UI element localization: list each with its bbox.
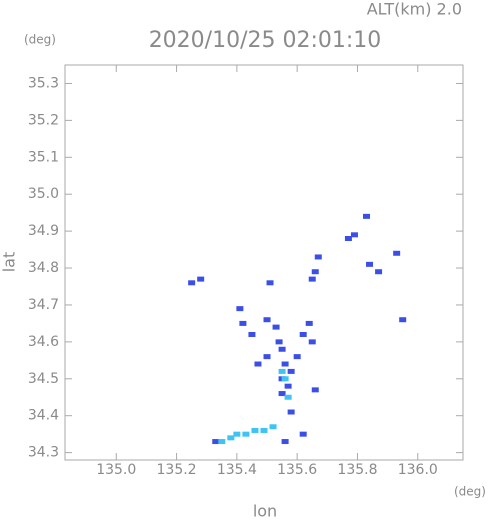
x-unit: (deg) bbox=[454, 485, 486, 499]
y-tick-label: 35.0 bbox=[28, 186, 59, 202]
echo-cell bbox=[251, 427, 259, 433]
echo-cell bbox=[311, 387, 319, 393]
x-tick-label: 135.4 bbox=[217, 462, 257, 478]
echo-cell bbox=[188, 280, 196, 286]
x-axis-label: lon bbox=[253, 502, 277, 521]
echo-cell bbox=[233, 431, 241, 437]
echo-cell bbox=[212, 439, 220, 445]
echo-cell bbox=[344, 236, 352, 242]
y-axis-label: lat bbox=[0, 252, 19, 273]
echo-cell bbox=[269, 424, 277, 430]
y-unit: (deg) bbox=[24, 33, 56, 47]
echo-cell bbox=[227, 435, 235, 441]
y-tick-label: 34.3 bbox=[28, 445, 59, 461]
echo-cell bbox=[305, 320, 313, 326]
echo-cell bbox=[275, 339, 283, 345]
echo-cell bbox=[350, 232, 358, 238]
echo-cell bbox=[393, 250, 401, 256]
y-tick-label: 35.3 bbox=[28, 75, 59, 91]
echo-cell bbox=[299, 331, 307, 337]
echo-cell bbox=[263, 317, 271, 323]
echo-cell bbox=[311, 269, 319, 275]
echo-cell bbox=[299, 431, 307, 437]
echo-cell bbox=[293, 354, 301, 360]
echo-cell bbox=[248, 331, 256, 337]
y-tick-label: 35.2 bbox=[28, 112, 59, 128]
echo-cell bbox=[284, 383, 292, 389]
echo-cell bbox=[284, 394, 292, 400]
echo-cell bbox=[260, 427, 268, 433]
echo-cell bbox=[281, 376, 289, 382]
x-tick-label: 135.6 bbox=[277, 462, 317, 478]
altitude-label: ALT(km) 2.0 bbox=[367, 0, 462, 19]
echo-cell bbox=[287, 368, 295, 374]
echo-cell bbox=[287, 409, 295, 415]
y-tick-label: 34.6 bbox=[28, 334, 59, 350]
echo-cell bbox=[254, 361, 262, 367]
echo-cell bbox=[197, 276, 205, 282]
echo-cell bbox=[272, 324, 280, 330]
echo-cell bbox=[242, 431, 250, 437]
x-tick-label: 136.0 bbox=[398, 462, 438, 478]
y-tick-label: 34.7 bbox=[28, 297, 59, 313]
y-tick-label: 34.5 bbox=[28, 371, 59, 387]
y-tick-label: 34.8 bbox=[28, 260, 59, 276]
echo-cell bbox=[239, 320, 247, 326]
echo-cell bbox=[363, 213, 371, 219]
x-tick-label: 135.0 bbox=[96, 462, 136, 478]
echo-cell bbox=[278, 368, 286, 374]
echo-cell bbox=[314, 254, 322, 260]
x-tick-label: 135.2 bbox=[157, 462, 197, 478]
x-tick-label: 135.8 bbox=[337, 462, 377, 478]
chart-title: 2020/10/25 02:01:10 bbox=[149, 28, 382, 53]
echo-cell bbox=[263, 354, 271, 360]
y-tick-label: 34.4 bbox=[28, 408, 59, 424]
echo-cell bbox=[218, 439, 226, 445]
echo-cell bbox=[278, 346, 286, 352]
echo-cell bbox=[236, 306, 244, 312]
echo-cell bbox=[278, 391, 286, 397]
echo-cell bbox=[281, 439, 289, 445]
y-tick-label: 34.9 bbox=[28, 223, 59, 239]
echo-cell bbox=[281, 361, 289, 367]
plot-frame bbox=[64, 64, 464, 461]
echo-cell bbox=[366, 261, 374, 267]
echo-cell bbox=[308, 339, 316, 345]
echo-cell bbox=[375, 269, 383, 275]
echo-cell bbox=[399, 317, 407, 323]
echo-cell bbox=[266, 280, 274, 286]
echo-cell bbox=[308, 276, 316, 282]
y-tick-label: 35.1 bbox=[28, 149, 59, 165]
